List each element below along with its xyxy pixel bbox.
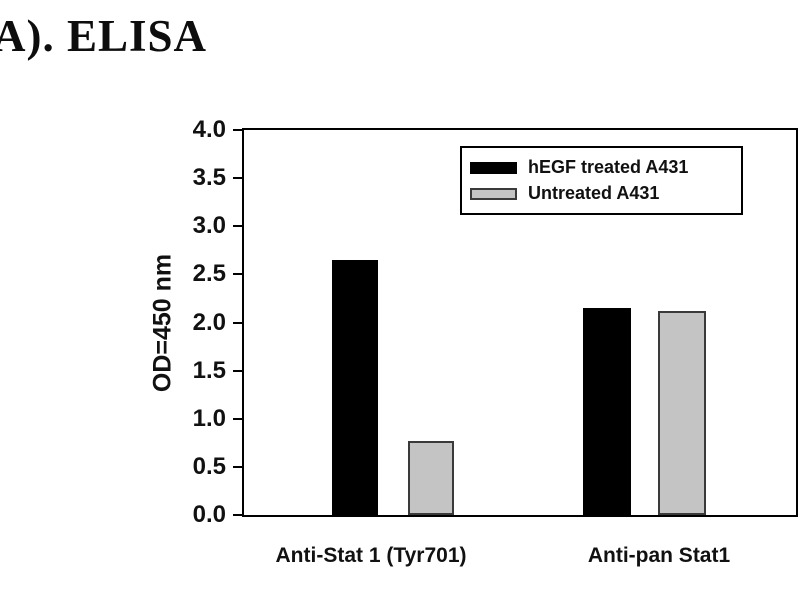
x-category-label: Anti-pan Stat1	[587, 544, 731, 567]
y-tick-mark	[233, 321, 242, 324]
bar-series1-cat1	[658, 311, 706, 515]
y-tick-mark	[233, 225, 242, 228]
y-tick-label: 0.5	[192, 452, 226, 480]
legend-row: Untreated A431	[470, 181, 731, 207]
y-tick-mark	[233, 514, 242, 516]
legend: hEGF treated A431 Untreated A431	[460, 146, 743, 215]
y-tick-label: 0.0	[192, 501, 226, 528]
y-tick-mark	[233, 465, 242, 468]
y-tick-label: 3.0	[192, 212, 226, 240]
y-tick-label: 1.5	[192, 356, 226, 384]
y-tick-label: 2.5	[192, 260, 226, 288]
bar-series1-cat0	[408, 441, 454, 515]
y-tick-mark	[233, 129, 242, 131]
legend-label: hEGF treated A431	[528, 157, 689, 177]
bar-series0-cat0	[332, 260, 378, 515]
y-tick-mark	[233, 369, 242, 372]
legend-label: Untreated A431	[528, 183, 660, 203]
x-category-label: Anti-Stat 1 (Tyr701)	[275, 544, 467, 567]
y-tick-mark	[233, 177, 242, 180]
y-tick-mark	[233, 273, 242, 276]
y-tick-mark	[233, 417, 242, 420]
legend-row: hEGF treated A431	[470, 155, 731, 181]
figure-title: A). ELISA	[0, 11, 208, 61]
legend-swatch-icon	[470, 187, 517, 200]
y-tick-label: 2.0	[192, 308, 226, 336]
plot-area: 0.0 0.5 1.0 1.5 2.0 2.5 3.0 3.5 4.0 hEGF treated…	[193, 117, 798, 567]
y-tick-label: 4.0	[192, 116, 226, 143]
legend-swatch-icon	[470, 161, 517, 174]
y-tick-label: 3.5	[192, 164, 226, 192]
bar-series0-cat1	[583, 308, 631, 515]
y-tick-label: 1.0	[192, 404, 226, 432]
